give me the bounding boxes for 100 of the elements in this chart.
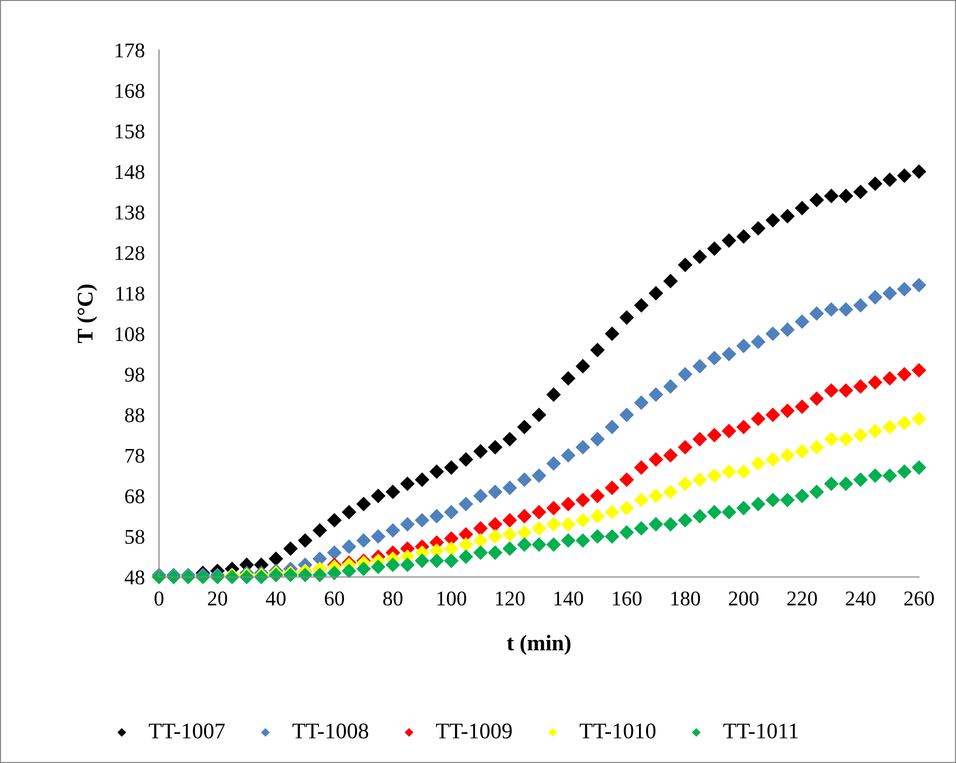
point xyxy=(750,412,766,426)
point xyxy=(546,537,561,552)
x-tick-label: 80 xyxy=(383,591,402,606)
point xyxy=(766,492,780,508)
point xyxy=(604,504,620,520)
point xyxy=(342,504,356,520)
point xyxy=(648,387,664,402)
point xyxy=(722,464,736,479)
point xyxy=(444,541,459,556)
point xyxy=(707,428,722,442)
point xyxy=(794,399,810,414)
point xyxy=(766,212,780,228)
point xyxy=(838,302,854,317)
legend-label: TT-1008 xyxy=(292,723,368,738)
point xyxy=(722,424,736,438)
point xyxy=(590,508,605,524)
point xyxy=(473,545,488,560)
point xyxy=(590,488,605,504)
point xyxy=(414,472,430,487)
point xyxy=(750,221,766,236)
y-tick-label: 68 xyxy=(125,489,144,504)
point xyxy=(400,476,415,492)
point xyxy=(502,432,518,446)
point xyxy=(532,468,546,483)
point xyxy=(663,379,678,394)
point xyxy=(809,192,824,208)
point xyxy=(678,440,692,455)
point xyxy=(619,310,634,325)
y-tick-label: 128 xyxy=(116,246,144,260)
point xyxy=(707,350,722,366)
point xyxy=(342,539,356,554)
point xyxy=(502,480,518,496)
point xyxy=(750,334,766,350)
point xyxy=(766,452,780,467)
x-tick-label: 240 xyxy=(846,591,876,606)
point xyxy=(619,500,634,516)
point xyxy=(634,298,649,313)
y-tick-label: 58 xyxy=(125,530,144,544)
y-tick-label: 88 xyxy=(125,408,144,422)
point xyxy=(824,432,839,446)
point xyxy=(356,533,371,548)
legend-label: TT-1011 xyxy=(723,723,798,738)
y-axis-title: T (°C) xyxy=(77,284,98,344)
point xyxy=(678,512,692,528)
point xyxy=(458,549,474,564)
point xyxy=(736,229,751,244)
y-tick-label: 178 xyxy=(116,43,144,58)
point xyxy=(619,472,634,487)
point xyxy=(532,521,546,536)
legend-label: TT-1007 xyxy=(148,723,225,738)
point xyxy=(268,551,284,566)
point xyxy=(429,508,444,524)
point xyxy=(546,387,561,402)
point xyxy=(414,512,430,528)
point xyxy=(590,342,605,358)
point xyxy=(809,306,824,321)
point xyxy=(604,480,620,496)
point xyxy=(692,472,708,487)
point xyxy=(312,523,328,538)
point xyxy=(590,529,605,544)
point xyxy=(912,460,926,475)
point xyxy=(400,558,415,572)
point xyxy=(853,298,868,313)
point xyxy=(648,517,664,532)
point xyxy=(722,504,736,520)
point xyxy=(576,358,590,374)
point xyxy=(370,488,386,504)
point xyxy=(692,508,708,524)
point xyxy=(502,541,518,556)
y-tick-label: 108 xyxy=(116,327,144,342)
point xyxy=(912,278,926,292)
point xyxy=(824,476,839,492)
point xyxy=(283,541,298,556)
point xyxy=(897,416,912,430)
point xyxy=(766,408,780,422)
point xyxy=(473,444,488,459)
point xyxy=(663,448,678,463)
point xyxy=(824,188,839,204)
point xyxy=(634,521,649,536)
point xyxy=(780,492,795,508)
point xyxy=(560,496,576,512)
point xyxy=(853,428,868,442)
point xyxy=(809,484,824,500)
point xyxy=(458,452,474,467)
point xyxy=(736,464,751,479)
y-tick-label: 48 xyxy=(124,570,144,584)
point xyxy=(736,500,751,516)
point xyxy=(794,314,810,329)
point xyxy=(517,537,532,552)
point xyxy=(648,488,664,504)
x-tick-label: 120 xyxy=(496,591,525,606)
point xyxy=(824,302,839,317)
point xyxy=(853,184,868,200)
y-tick-label: 138 xyxy=(116,206,144,220)
point xyxy=(517,508,532,524)
point xyxy=(766,326,780,342)
point xyxy=(473,533,488,548)
point xyxy=(912,412,926,426)
point xyxy=(853,472,868,487)
point xyxy=(634,492,649,508)
